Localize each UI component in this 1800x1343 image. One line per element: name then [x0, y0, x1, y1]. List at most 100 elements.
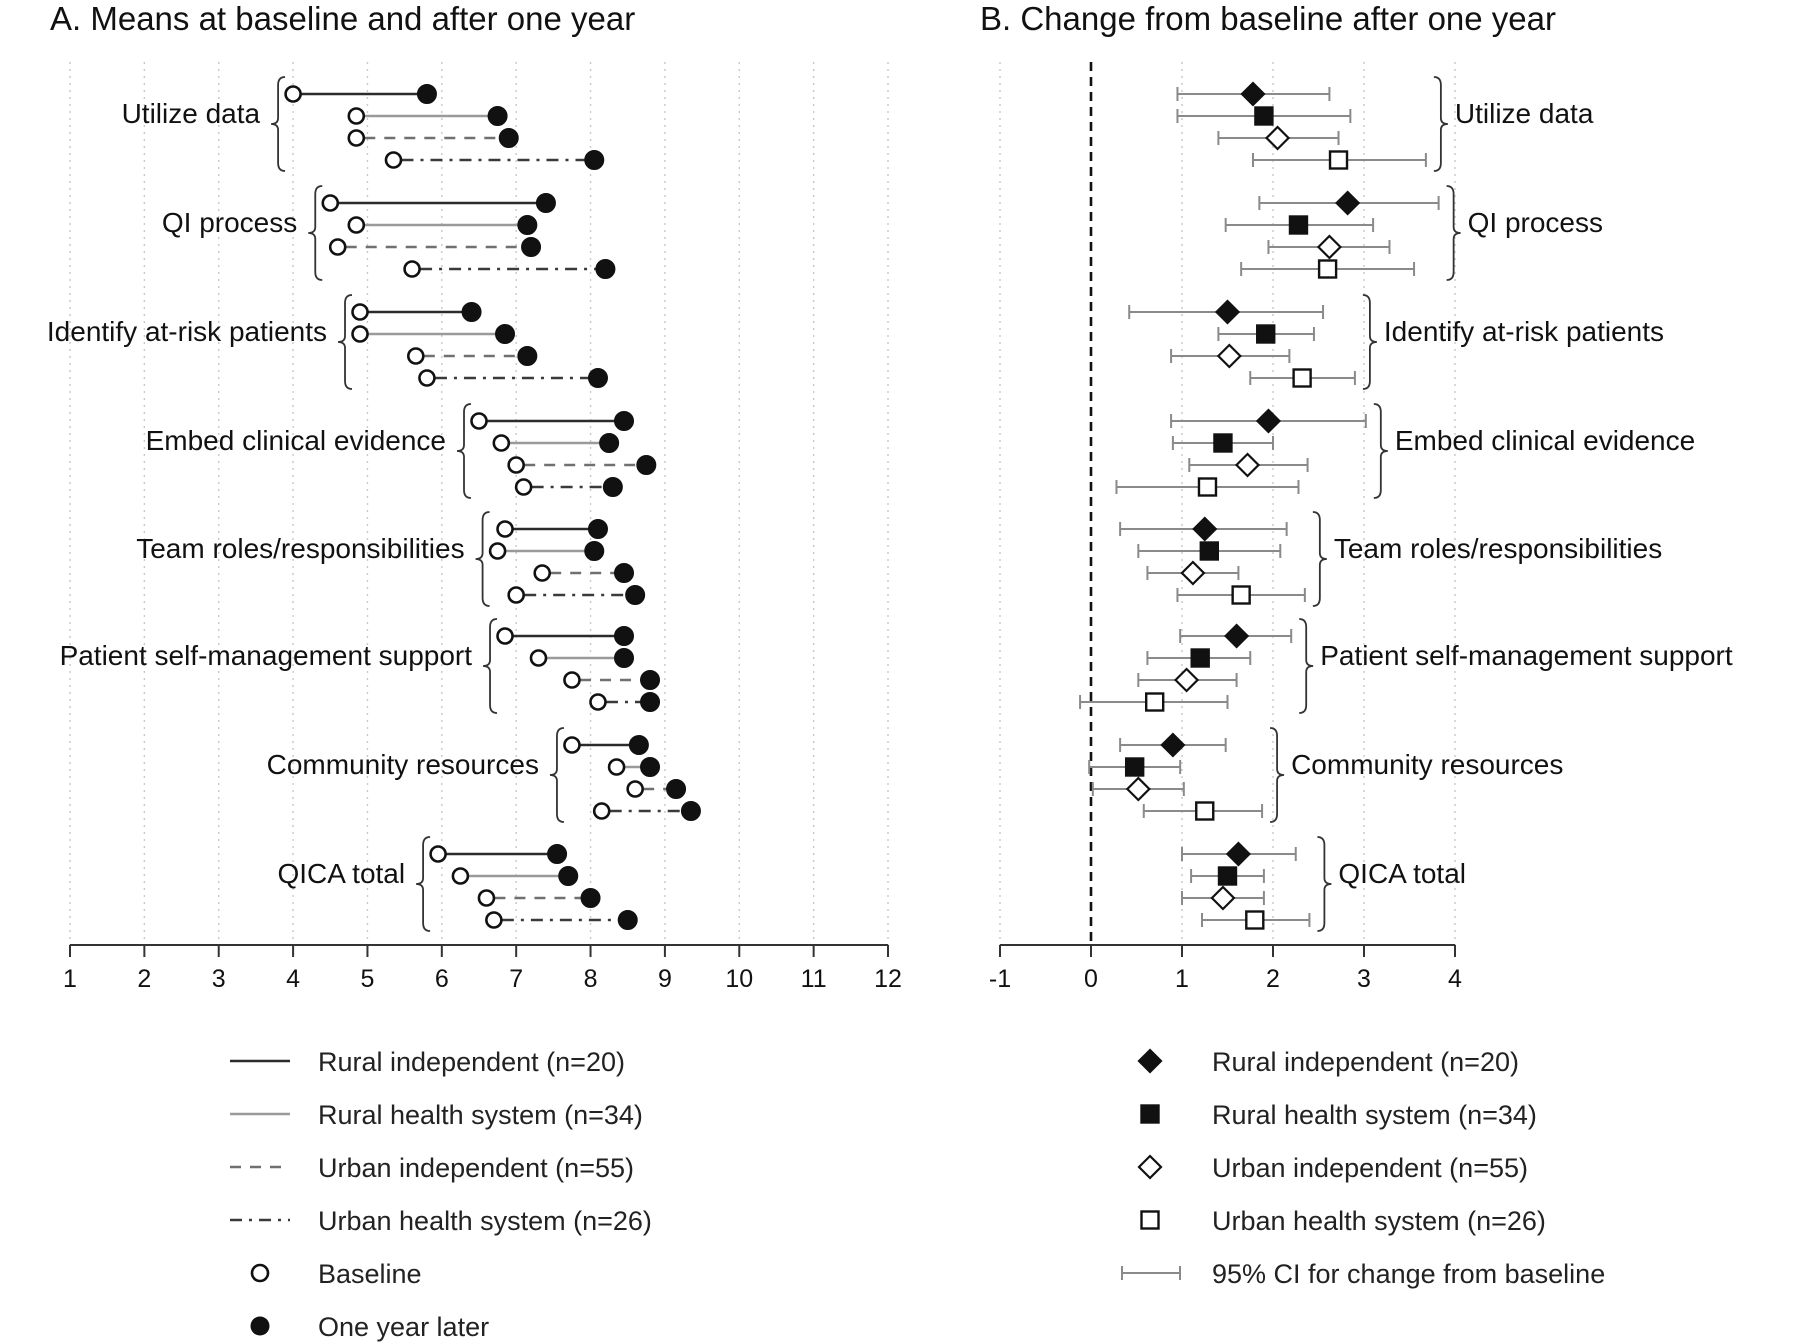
category-label-team-roles-responsibilities: Team roles/responsibilities [1334, 533, 1662, 564]
category-label-utilize-data: Utilize data [1455, 98, 1594, 129]
category-label-embed-clinical-evidence: Embed clinical evidence [146, 425, 446, 456]
panel-b-change-chart: -1 0 1 2 3 4 Utilize data QI process Identify at… [989, 62, 1733, 993]
one-year-marker [584, 541, 605, 561]
estimate-marker [1317, 259, 1338, 279]
estimate-marker [1225, 841, 1251, 867]
x-tick-label-1: 1 [1175, 965, 1189, 993]
estimate-marker [1180, 560, 1206, 586]
one-year-marker [640, 670, 661, 690]
estimate-marker [1240, 81, 1266, 107]
one-year-marker [666, 779, 687, 799]
baseline-marker [351, 303, 369, 321]
x-tick-label-8: 8 [584, 965, 598, 993]
one-year-marker [558, 866, 579, 886]
baseline-marker [347, 107, 366, 125]
baseline-marker [451, 867, 470, 885]
category-label-embed-clinical-evidence: Embed clinical evidence [1395, 425, 1695, 456]
legend-diamond-symbol [1137, 1154, 1163, 1180]
one-year-marker [587, 519, 608, 539]
one-year-marker [602, 477, 623, 497]
panel-a-title: A. Means at baseline and after one year [50, 0, 635, 37]
one-year-marker [587, 368, 608, 388]
one-year-marker [614, 648, 635, 668]
baseline-marker [351, 325, 369, 343]
legend-label-rural-health-system-n-34: Rural health system (n=34) [318, 1100, 643, 1130]
estimate-marker [1256, 324, 1276, 344]
one-year-marker [599, 433, 620, 453]
one-year-marker [521, 237, 542, 257]
baseline-marker [429, 845, 447, 863]
one-year-marker [547, 844, 568, 864]
estimate-marker [1217, 866, 1238, 886]
x-tick-label-7: 7 [509, 965, 523, 993]
one-year-marker [580, 888, 601, 908]
baseline-marker [563, 671, 581, 689]
x-tick-label-10: 10 [725, 965, 753, 993]
category-brace [475, 511, 490, 607]
legend-baseline-symbol [250, 1263, 270, 1283]
estimate-marker [1245, 910, 1265, 930]
category-label-utilize-data: Utilize data [122, 98, 261, 129]
estimate-marker [1144, 692, 1165, 712]
x-tick-label-1: 1 [63, 965, 77, 993]
category-brace [1362, 294, 1377, 390]
estimate-marker [1288, 215, 1309, 235]
legend-label-urban-independent-n-55: Urban independent (n=55) [318, 1153, 634, 1183]
x-tick-label-3: 3 [1357, 965, 1371, 993]
baseline-marker [529, 649, 548, 667]
x-tick-label-5: 5 [361, 965, 375, 993]
category-brace [549, 727, 565, 823]
estimate-marker [1160, 732, 1186, 758]
baseline-marker [592, 802, 611, 820]
baseline-marker [418, 369, 436, 387]
x-tick-label-9: 9 [658, 965, 672, 993]
legend-square-symbol [1140, 1104, 1160, 1124]
baseline-marker [563, 736, 581, 754]
legend-label-rural-independent-n-20: Rural independent (n=20) [1212, 1047, 1519, 1077]
category-brace [1433, 76, 1448, 172]
one-year-marker [640, 692, 661, 712]
estimate-marker [1316, 234, 1342, 260]
category-brace [1270, 727, 1285, 823]
x-tick-label-4: 4 [1448, 965, 1462, 993]
legend-one-year-symbol [250, 1316, 270, 1336]
panel-b-title: B. Change from baseline after one year [980, 0, 1556, 37]
one-year-marker [535, 193, 556, 213]
estimate-marker [1214, 299, 1241, 325]
one-year-marker [495, 324, 516, 344]
baseline-marker [406, 347, 425, 365]
legend-label-urban-independent-n-55: Urban independent (n=55) [1212, 1153, 1528, 1183]
category-label-qica-total: QICA total [1338, 858, 1466, 889]
baseline-marker [347, 216, 366, 234]
estimate-marker [1254, 106, 1274, 126]
legend-label-95-ci-for-change-from-baseline: 95% CI for change from baseline [1212, 1259, 1605, 1289]
x-tick-label-2: 2 [1266, 965, 1280, 993]
baseline-marker [485, 911, 503, 929]
category-label-qica-total: QICA total [277, 858, 405, 889]
category-brace [1317, 836, 1332, 932]
baseline-marker [492, 434, 511, 452]
estimate-marker [1192, 516, 1218, 542]
one-year-marker [680, 801, 701, 821]
one-year-marker [498, 128, 519, 148]
estimate-marker [1328, 150, 1349, 170]
estimate-marker [1124, 757, 1145, 777]
legend-label-one-year-later: One year later [318, 1312, 489, 1342]
one-year-marker [614, 411, 635, 431]
category-label-qi-process: QI process [1468, 207, 1603, 238]
baseline-marker [507, 586, 525, 604]
estimate-marker [1197, 477, 1218, 497]
one-year-marker [636, 455, 657, 475]
estimate-marker [1190, 648, 1210, 668]
baseline-marker [403, 260, 421, 278]
one-year-marker [487, 106, 508, 126]
x-tick-label-0: 0 [1084, 965, 1098, 993]
estimate-marker [1199, 541, 1220, 561]
one-year-marker [640, 757, 661, 777]
baseline-marker [328, 238, 347, 256]
estimate-marker [1292, 368, 1312, 388]
category-label-identify-at-risk-patients: Identify at-risk patients [1384, 316, 1664, 347]
estimate-marker [1216, 343, 1242, 369]
x-tick-label-6: 6 [435, 965, 449, 993]
